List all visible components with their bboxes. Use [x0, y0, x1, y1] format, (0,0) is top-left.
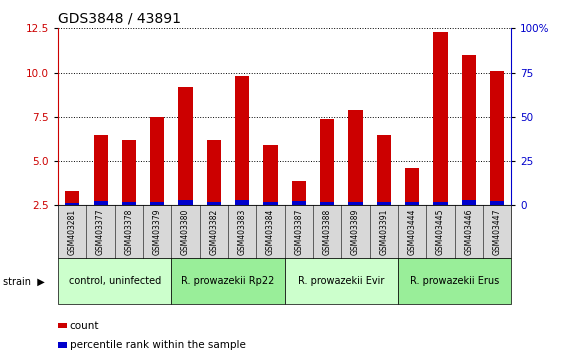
Text: GSM403388: GSM403388 — [322, 209, 332, 255]
Text: percentile rank within the sample: percentile rank within the sample — [70, 340, 246, 350]
Bar — [292, 181, 306, 205]
Text: GDS3848 / 43891: GDS3848 / 43891 — [58, 12, 181, 26]
Bar — [263, 145, 278, 205]
Bar — [490, 71, 504, 205]
Bar — [320, 119, 334, 205]
Bar — [65, 191, 80, 205]
Text: count: count — [70, 321, 99, 331]
Bar — [207, 202, 221, 205]
Bar — [433, 32, 447, 205]
Text: GSM403445: GSM403445 — [436, 209, 445, 255]
Text: GSM403446: GSM403446 — [464, 209, 474, 255]
Bar — [94, 201, 107, 205]
Bar — [65, 202, 80, 205]
Text: GSM403384: GSM403384 — [266, 209, 275, 255]
Text: GSM403447: GSM403447 — [493, 209, 501, 255]
Text: GSM403389: GSM403389 — [351, 209, 360, 255]
Bar — [235, 200, 249, 205]
Bar — [292, 201, 306, 205]
Text: GSM403380: GSM403380 — [181, 209, 190, 255]
Text: R. prowazekii Evir: R. prowazekii Evir — [298, 276, 385, 286]
Text: GSM403382: GSM403382 — [209, 209, 218, 255]
Bar — [122, 202, 136, 205]
Bar — [405, 168, 419, 205]
Bar — [122, 140, 136, 205]
Bar — [376, 202, 391, 205]
Text: GSM403383: GSM403383 — [238, 209, 247, 255]
Bar — [150, 202, 164, 205]
Bar — [207, 140, 221, 205]
Bar — [462, 200, 476, 205]
Bar — [490, 201, 504, 205]
Bar — [94, 135, 107, 205]
Text: GSM403379: GSM403379 — [153, 209, 162, 255]
Bar — [320, 202, 334, 205]
Bar — [349, 202, 363, 205]
Bar — [433, 202, 447, 205]
Text: R. prowazekii Erus: R. prowazekii Erus — [410, 276, 499, 286]
Text: GSM403391: GSM403391 — [379, 209, 388, 255]
Bar — [178, 87, 193, 205]
Text: control, uninfected: control, uninfected — [69, 276, 161, 286]
Bar — [263, 202, 278, 205]
Bar — [376, 135, 391, 205]
Bar — [405, 202, 419, 205]
Text: GSM403444: GSM403444 — [408, 209, 417, 255]
Bar — [462, 55, 476, 205]
Bar — [349, 110, 363, 205]
Text: strain  ▶: strain ▶ — [3, 276, 45, 286]
Text: GSM403377: GSM403377 — [96, 209, 105, 255]
Bar — [178, 200, 193, 205]
Text: R. prowazekii Rp22: R. prowazekii Rp22 — [181, 276, 275, 286]
Text: GSM403387: GSM403387 — [295, 209, 303, 255]
Bar — [235, 76, 249, 205]
Text: GSM403281: GSM403281 — [68, 209, 77, 255]
Bar — [150, 117, 164, 205]
Text: GSM403378: GSM403378 — [124, 209, 134, 255]
